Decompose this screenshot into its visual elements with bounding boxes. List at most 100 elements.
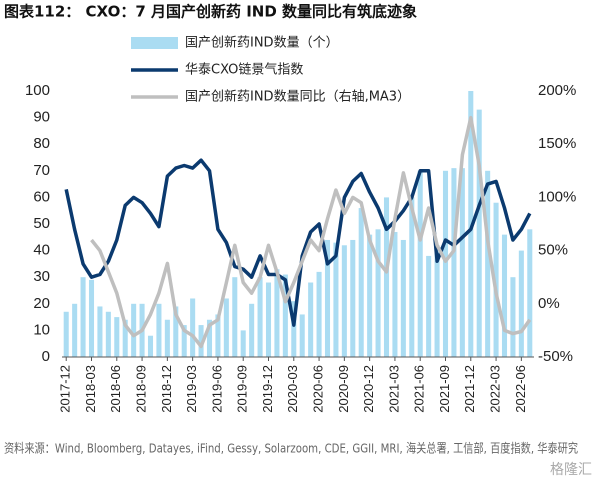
chart-title: 图表112： CXO：7 月国产创新药 IND 数量同比有筑底迹象 [4, 3, 417, 21]
bar [510, 277, 516, 357]
y-tick-label: 10 [33, 321, 50, 338]
y2-tick-label: 50% [538, 242, 568, 259]
x-tick-label: 2021-12 [462, 365, 477, 413]
bar [299, 314, 305, 357]
bar [249, 303, 255, 357]
x-tick-label: 2018-03 [83, 365, 98, 413]
bar [350, 239, 356, 357]
x-tick-label: 2018-09 [134, 365, 149, 413]
bar [63, 311, 69, 357]
bar [400, 239, 406, 357]
bar [324, 239, 331, 357]
bar [164, 319, 170, 357]
x-tick-label: 2022-06 [513, 365, 528, 413]
bar [316, 271, 322, 357]
bar [173, 306, 179, 357]
y-tick-label: 80 [33, 135, 50, 152]
line [64, 158, 532, 327]
bar [308, 282, 314, 357]
bar [392, 231, 398, 357]
bar [468, 91, 474, 357]
y-tick-label: 40 [33, 242, 50, 259]
legend-label: 华泰CXO链景气指数 [185, 62, 303, 78]
bar [383, 197, 390, 357]
bar [417, 170, 423, 357]
bar [156, 303, 162, 357]
bar [190, 298, 196, 357]
line [90, 115, 532, 349]
bar [181, 325, 187, 357]
x-tick-label: 2022-03 [488, 365, 503, 413]
y-tick-label: 30 [33, 268, 50, 285]
bar [198, 325, 204, 357]
x-tick-label: 2019-12 [260, 365, 275, 413]
y-tick-label: 100 [25, 82, 50, 99]
y2-tick-label: 200% [538, 82, 576, 99]
bar [282, 274, 288, 357]
y2-tick-label: 0% [538, 295, 560, 312]
source-note: 资料来源：Wind, Bloomberg, Datayes, iFind, Ge… [4, 441, 578, 456]
watermark: 格隆汇 [550, 462, 592, 478]
bar [367, 234, 373, 357]
bar [257, 277, 263, 357]
bar [223, 298, 229, 357]
x-tick-label: 2020-06 [311, 365, 326, 413]
bar [442, 170, 449, 357]
x-tick-label: 2020-12 [361, 365, 376, 413]
bar [122, 319, 128, 357]
bar [206, 319, 213, 357]
y-tick-label: 0 [42, 348, 50, 365]
bar [434, 245, 440, 357]
bar [476, 109, 482, 358]
x-tick-label: 2020-03 [285, 365, 300, 413]
x-tick-label: 2021-09 [437, 365, 452, 413]
bar [459, 168, 465, 357]
bar [527, 229, 533, 357]
bar [375, 229, 381, 357]
bar [147, 335, 154, 357]
legend-swatch [131, 37, 178, 49]
bar [105, 311, 111, 357]
bar [493, 202, 499, 357]
bar [274, 269, 280, 357]
x-tick-label: 2018-06 [108, 365, 123, 413]
x-tick-label: 2017-12 [58, 365, 73, 413]
bar [114, 317, 120, 357]
x-tick-label: 2021-06 [412, 365, 427, 413]
bar [409, 197, 415, 357]
y-tick-label: 90 [33, 109, 50, 126]
legend-label: 国产创新药IND数量同比（右轴,MA3） [185, 89, 410, 105]
x-tick-label: 2021-03 [386, 365, 401, 413]
x-tick-label: 2020-09 [336, 365, 351, 413]
y2-tick-label: 100% [538, 188, 576, 205]
y-tick-label: 70 [33, 162, 50, 179]
bar [333, 242, 339, 357]
bar [240, 330, 246, 357]
bar [265, 282, 272, 357]
bar [518, 250, 524, 357]
bar [426, 255, 432, 357]
bar [291, 301, 297, 357]
y-tick-label: 60 [33, 188, 50, 205]
bar [88, 279, 95, 357]
y2-tick-label: 150% [538, 135, 576, 152]
x-tick-label: 2019-03 [184, 365, 199, 413]
bar [341, 245, 347, 357]
x-tick-label: 2018-12 [159, 365, 174, 413]
bar [451, 168, 457, 357]
bar [80, 277, 86, 357]
y-tick-label: 50 [33, 215, 50, 232]
bar [485, 170, 491, 357]
bar [131, 303, 137, 357]
bar [501, 234, 508, 357]
y2-tick-label: -50% [538, 348, 573, 365]
bar [72, 303, 78, 357]
y-tick-label: 20 [33, 295, 50, 312]
x-tick-label: 2019-06 [209, 365, 224, 413]
bar [97, 306, 103, 357]
legend-label: 国产创新药IND数量（个） [185, 35, 339, 51]
bar [232, 277, 238, 357]
x-tick-label: 2019-09 [235, 365, 250, 413]
bar [215, 314, 221, 357]
